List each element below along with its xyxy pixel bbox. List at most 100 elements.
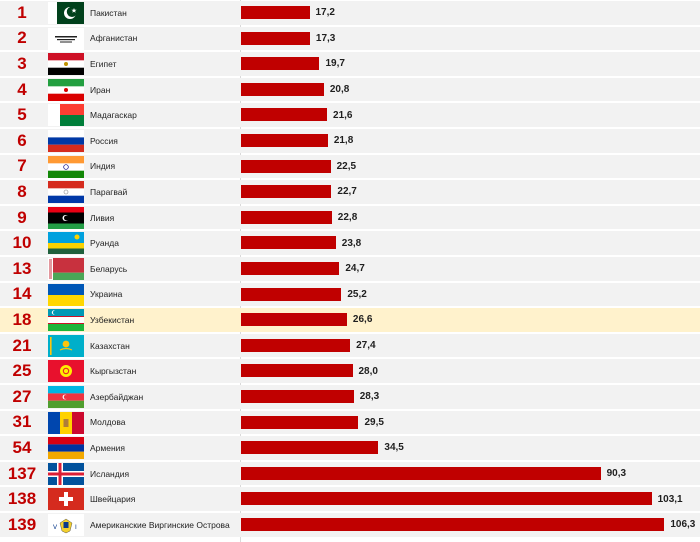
value-label: 22,7 [337, 186, 357, 198]
rank-label: 27 [12, 386, 32, 406]
value-label: 29,5 [364, 416, 384, 428]
value-label: 27,4 [356, 340, 376, 352]
country-label: Иран [90, 84, 111, 95]
table-row: 10 Руанда 23,8 [0, 230, 700, 256]
value-label: 103,1 [657, 493, 683, 505]
row-background [0, 282, 700, 307]
row-background [0, 308, 700, 332]
country-label: Узбекистан [90, 314, 135, 325]
country-label: Исландия [90, 468, 130, 479]
value-label: 25,2 [347, 288, 367, 300]
rank-label: 1 [17, 2, 27, 22]
bar [241, 364, 353, 378]
switzerland-flag-icon [48, 488, 84, 511]
pakistan-flag-icon [48, 2, 84, 24]
rank-label: 7 [17, 156, 27, 176]
india-flag-icon [48, 155, 84, 178]
table-row: 9 Ливия 22,8 [0, 205, 700, 231]
row-background [0, 231, 700, 255]
row-background [0, 1, 700, 25]
country-label: Азербайджан [90, 391, 144, 402]
bar [241, 441, 379, 455]
rank-label: 54 [12, 437, 32, 457]
bar [241, 262, 340, 275]
table-row: 137 Исландия 90,3 [0, 461, 700, 487]
country-label: Армения [90, 442, 126, 453]
value-label: 28,3 [359, 391, 380, 403]
table-row: 7 Индия 22,5 [0, 154, 700, 180]
uzbekistan-flag-icon [48, 309, 84, 332]
value-label: 21,8 [333, 135, 354, 147]
table-row: 13 Беларусь 24,7 [0, 256, 700, 282]
country-label: Казахстан [90, 340, 130, 351]
row-background [0, 180, 700, 204]
bar [241, 390, 354, 403]
bar [241, 210, 332, 224]
table-row: 14 Украина 25,2 [0, 282, 700, 308]
value-label: 90,3 [606, 468, 627, 480]
bar [241, 492, 652, 506]
table-row: 3 Египет 19,7 [0, 51, 700, 77]
svg-text:V: V [53, 524, 58, 531]
svg-text:I: I [75, 524, 77, 531]
table-row: 18 Узбекистан 26,6 [0, 307, 700, 333]
rank-label: 137 [7, 463, 37, 483]
country-label: Украина [90, 289, 123, 300]
rank-label: 10 [12, 233, 32, 253]
iceland-flag-icon [48, 462, 84, 485]
country-label: Беларусь [90, 263, 128, 274]
value-label: 22,5 [336, 160, 357, 172]
country-label: Молдова [90, 417, 126, 428]
rank-label: 9 [17, 207, 27, 227]
libya-flag-icon [48, 206, 84, 229]
table-row: 54 Армения 34,5 [0, 435, 700, 461]
value-label: 26,6 [352, 314, 373, 326]
table-row: 8 Парагвай 22,7 [0, 179, 700, 205]
rank-label: 14 [12, 284, 32, 304]
country-label: Ливия [90, 212, 115, 223]
country-label: Мадагаскар [90, 110, 137, 121]
bar [241, 287, 342, 301]
row-background [0, 257, 700, 281]
table-row: 138 Швейцария 103,1 [0, 486, 700, 512]
row-background [0, 129, 700, 153]
bar [241, 518, 665, 531]
bar [241, 82, 324, 96]
table-row: 139 V I Американские Виргинские Острова 106,… [0, 512, 700, 538]
rank-label: 31 [12, 412, 32, 432]
country-label: Парагвай [90, 186, 128, 197]
kazakhstan-flag-icon [48, 334, 84, 357]
country-label: Швейцария [90, 494, 136, 505]
rank-label: 18 [12, 309, 32, 329]
iran-flag-icon [48, 78, 84, 101]
rank-label: 139 [7, 514, 37, 534]
russia-flag-icon [48, 130, 84, 152]
bar [241, 134, 328, 147]
madagascar-flag-icon [48, 104, 84, 127]
rank-label: 6 [17, 130, 27, 150]
bar [241, 6, 310, 19]
rank-label: 2 [17, 28, 27, 48]
kyrgyzstan-flag-icon [48, 360, 84, 383]
country-label: Египет [90, 58, 117, 69]
country-label: Россия [90, 135, 118, 146]
row-background [0, 26, 700, 51]
value-label: 17,2 [315, 7, 335, 19]
bar [241, 313, 347, 327]
rank-label: 4 [17, 79, 27, 99]
armenia-flag-icon [48, 437, 84, 460]
row-background [0, 77, 700, 102]
value-label: 23,8 [341, 237, 362, 249]
afghanistan-flag-icon [48, 27, 84, 50]
row-background [0, 103, 700, 127]
azerbaijan-flag-icon [48, 386, 84, 408]
value-label: 19,7 [325, 58, 345, 70]
bar [241, 108, 328, 122]
rank-label: 21 [12, 335, 32, 355]
paraguay-flag-icon [48, 181, 84, 204]
table-row: 2 Афганистан 17,3 [0, 26, 700, 52]
value-label: 21,6 [333, 109, 353, 121]
table-row: 6 Россия 21,8 [0, 128, 700, 154]
